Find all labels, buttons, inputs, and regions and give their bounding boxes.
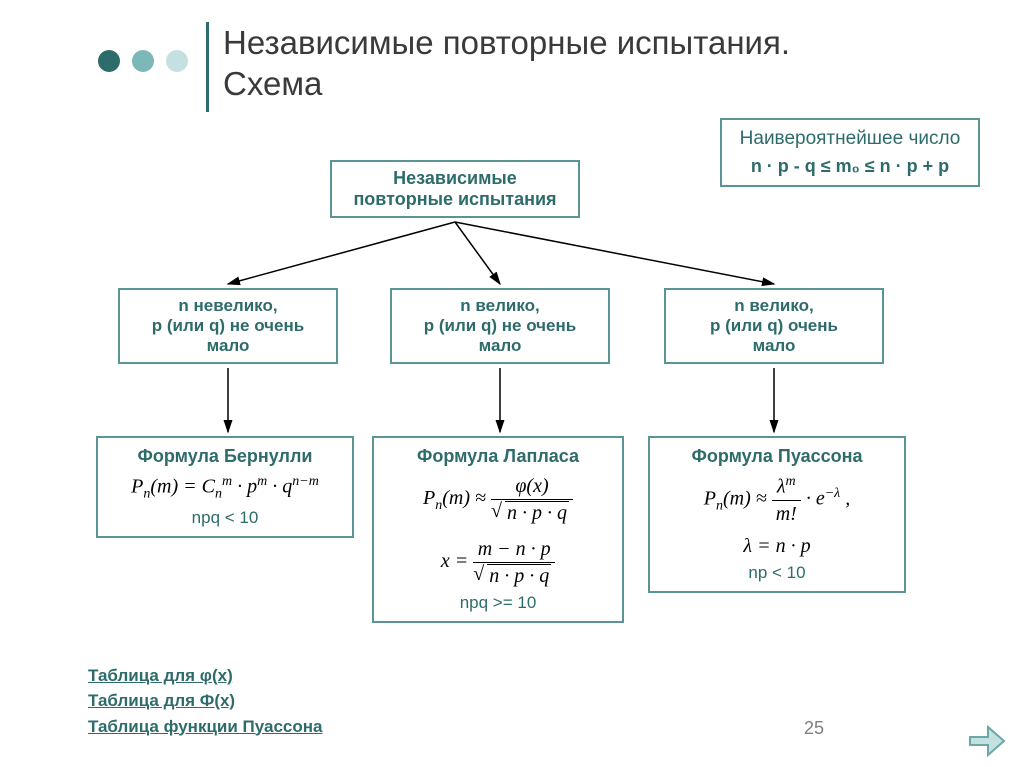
condition-box-1: n невелико, p (или q) не очень мало [118, 288, 338, 364]
poisson-formula: Pn(m) ≈ λm m! · e−λ , λ = n · p [656, 473, 898, 559]
title-line1: Независимые повторные испытания. [223, 22, 790, 63]
flow-arrows [0, 0, 1024, 767]
title-divider [206, 22, 209, 112]
table-links: Таблица для φ(x) Таблица для Ф(x) Таблиц… [88, 663, 322, 740]
title-line2: Схема [223, 63, 790, 104]
bernoulli-title: Формула Бернулли [104, 446, 346, 467]
link-Phi-table[interactable]: Таблица для Ф(x) [88, 691, 235, 710]
bullet-icon [166, 50, 188, 72]
cond2-l2: p (или q) не очень [400, 316, 600, 336]
condition-box-2: n велико, p (или q) не очень мало [390, 288, 610, 364]
laplace-title: Формула Лапласа [380, 446, 616, 467]
slide-number: 25 [804, 718, 824, 739]
cond3-l2: p (или q) очень [674, 316, 874, 336]
cond3-l1: n велико, [674, 296, 874, 316]
cond1-l1: n невелико, [128, 296, 328, 316]
slide-title: Независимые повторные испытания. Схема [223, 22, 790, 105]
bernoulli-note: npq < 10 [104, 508, 346, 528]
root-node: Независимые повторные испытания [330, 160, 580, 218]
bernoulli-formula: Pn(m) = Cnm · pm · qn−m [104, 473, 346, 504]
poisson-note: np < 10 [656, 563, 898, 583]
sidebox-formula: n · p - q ≤ m₀ ≤ n · p + p [732, 156, 968, 177]
bullet-icon [98, 50, 120, 72]
condition-box-3: n велико, p (или q) очень мало [664, 288, 884, 364]
title-bullets [98, 50, 188, 72]
cond3-l3: мало [674, 336, 874, 356]
next-slide-arrow-icon[interactable] [966, 723, 1006, 759]
most-probable-box: Наивероятнейшее число n · p - q ≤ m₀ ≤ n… [720, 118, 980, 187]
cond2-l1: n велико, [400, 296, 600, 316]
bullet-icon [132, 50, 154, 72]
cond2-l3: мало [400, 336, 600, 356]
slide-title-area: Независимые повторные испытания. Схема [98, 22, 790, 112]
laplace-box: Формула Лапласа Pn(m) ≈ φ(x) n · p · q x… [372, 436, 624, 623]
root-line1: Независимые [340, 168, 570, 189]
laplace-formula: Pn(m) ≈ φ(x) n · p · q x = m − n · p n ·… [380, 473, 616, 589]
cond1-l3: мало [128, 336, 328, 356]
link-phi-table[interactable]: Таблица для φ(x) [88, 666, 233, 685]
sidebox-title: Наивероятнейшее число [732, 128, 968, 150]
link-poisson-table[interactable]: Таблица функции Пуассона [88, 717, 322, 736]
cond1-l2: p (или q) не очень [128, 316, 328, 336]
poisson-title: Формула Пуассона [656, 446, 898, 467]
bernoulli-box: Формула Бернулли Pn(m) = Cnm · pm · qn−m… [96, 436, 354, 538]
root-line2: повторные испытания [340, 189, 570, 210]
poisson-box: Формула Пуассона Pn(m) ≈ λm m! · e−λ , λ… [648, 436, 906, 593]
laplace-note: npq >= 10 [380, 593, 616, 613]
